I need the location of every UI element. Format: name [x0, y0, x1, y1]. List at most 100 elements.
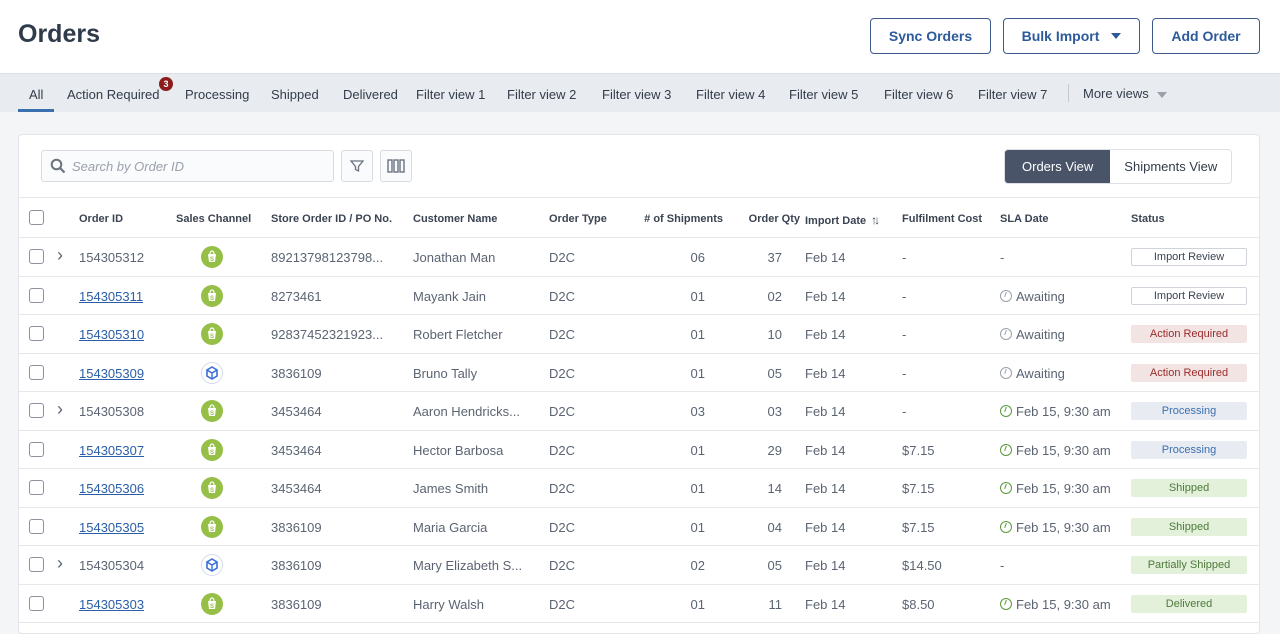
order-id[interactable]: 154305307: [79, 442, 145, 458]
sla-date: Feb 15, 9:30 am: [1000, 481, 1111, 496]
row-checkbox[interactable]: [29, 557, 44, 572]
fulfilment-cost: $7.15: [902, 442, 935, 458]
clock-icon: [1000, 482, 1012, 494]
svg-text:S: S: [210, 450, 214, 456]
view-tabs: More views All Action Required 3 Processing…: [0, 73, 1280, 112]
table-row[interactable]: › 154305312 S 89213798123798... Jonathan Man…: [19, 238, 1259, 277]
tab-filter-view-4[interactable]: Filter view 4: [696, 87, 766, 102]
order-id[interactable]: 154305303: [79, 596, 145, 612]
import-date: Feb 14: [805, 288, 846, 304]
table-row[interactable]: 154305310 S 92837452321923... Robert Fletch…: [19, 315, 1259, 354]
tab-filter-view-5[interactable]: Filter view 5: [789, 87, 859, 102]
table-row[interactable]: › 154305308 S 3453464 Aaron Hendricks... D2C 0…: [19, 392, 1259, 431]
import-date: Feb 14: [805, 519, 846, 535]
customer-name: Bruno Tally: [413, 365, 478, 381]
row-checkbox[interactable]: [29, 518, 44, 534]
sla-date: Feb 15, 9:30 am: [1000, 443, 1111, 458]
column-label: Order ID: [79, 213, 124, 225]
order-id[interactable]: 154305311: [79, 288, 144, 304]
svg-text:S: S: [210, 604, 214, 610]
view-toggle: Orders View Shipments View: [1004, 149, 1233, 184]
order-qty: 11: [768, 596, 783, 612]
row-checkbox[interactable]: [29, 595, 44, 611]
columns-button[interactable]: [380, 150, 412, 182]
table-row[interactable]: 154305303 S 3836109 Harry Walsh D2C 01 11 Feb 1…: [19, 585, 1259, 623]
row-checkbox[interactable]: [29, 249, 44, 264]
box-channel-icon: [201, 361, 223, 384]
store-order-id: 8273461: [271, 288, 322, 304]
row-checkbox[interactable]: [29, 326, 44, 341]
status-badge: Delivered: [1131, 594, 1247, 613]
column-header-import-date[interactable]: Import Date ↑↓: [805, 213, 880, 227]
order-id[interactable]: 154305310: [79, 327, 145, 342]
sla-text: Feb 15, 9:30 am: [1016, 596, 1111, 612]
table-row[interactable]: 154305307 S 3453464 Hector Barbosa D2C 01 29 Fe…: [19, 431, 1259, 469]
status-badge: Processing: [1131, 440, 1247, 459]
sync-orders-button[interactable]: Sync Orders: [870, 18, 991, 54]
table-row[interactable]: 154305305 S 3836109 Maria Garcia D2C 01 04 Feb …: [19, 508, 1259, 546]
row-checkbox[interactable]: [29, 287, 44, 303]
store-order-id: 3836109: [271, 365, 322, 381]
column-label: Status: [1131, 213, 1165, 225]
sla-text: Feb 15, 9:30 am: [1016, 481, 1111, 496]
sort-icon[interactable]: ↑↓: [871, 213, 880, 227]
search-input[interactable]: [72, 158, 312, 174]
sla-text: -: [1000, 250, 1005, 265]
shipments-view-button[interactable]: Shipments View: [1124, 159, 1218, 174]
orders-view-button[interactable]: Orders View: [1005, 150, 1111, 183]
sla-date: -: [1000, 558, 1004, 573]
row-checkbox[interactable]: [29, 364, 44, 380]
table-row[interactable]: › 154305304 3836109 Mary Elizabeth S... D2C 0…: [19, 546, 1259, 585]
add-order-button[interactable]: Add Order: [1152, 18, 1260, 54]
tab-processing[interactable]: Processing: [185, 87, 250, 102]
order-id[interactable]: 154305309: [79, 365, 145, 381]
column-label: Store Order ID / PO No.: [271, 213, 393, 225]
tab-filter-view-7[interactable]: Filter view 7: [978, 87, 1048, 102]
table-row[interactable]: 154305309 3836109 Bruno Tally D2C 01 05 Feb 14…: [19, 354, 1259, 392]
expand-row-chevron-icon[interactable]: ›: [57, 553, 63, 573]
tab-filter-view-3[interactable]: Filter view 3: [602, 87, 672, 102]
table-header: Order ID Sales Channel Store Order ID / PO…: [19, 197, 1259, 238]
tab-delivered[interactable]: Delivered: [343, 87, 398, 102]
row-checkbox[interactable]: [29, 441, 44, 457]
order-type: D2C: [549, 596, 576, 612]
table-row[interactable]: 154305311 S 8273461 Mayank Jain D2C 01 02 Feb 1…: [19, 277, 1259, 315]
store-order-id: 3836109: [271, 558, 322, 573]
column-header-store-order-id-po-no: Store Order ID / PO No.: [271, 213, 392, 225]
import-date: Feb 14: [805, 404, 846, 419]
tab-all[interactable]: All: [18, 87, 55, 112]
row-checkbox[interactable]: [29, 403, 44, 418]
order-id[interactable]: 154305305: [79, 519, 145, 535]
store-order-id: 89213798123798...: [271, 250, 384, 265]
fulfilment-cost: $14.50: [902, 558, 942, 573]
tab-action-required[interactable]: Action Required: [67, 87, 160, 102]
column-header-of-shipments: # of Shipments: [644, 213, 723, 225]
select-all-checkbox[interactable]: [29, 210, 44, 225]
shopify-icon: S: [201, 477, 223, 499]
search-box[interactable]: [41, 150, 334, 182]
clock-icon: [1000, 597, 1012, 610]
store-order-id: 3836109: [271, 519, 322, 535]
column-label: Import Date: [805, 215, 867, 227]
expand-row-chevron-icon[interactable]: ›: [57, 399, 63, 419]
tab-filter-view-2[interactable]: Filter view 2: [507, 87, 577, 102]
tab-shipped[interactable]: Shipped: [271, 87, 319, 102]
order-qty: 02: [767, 288, 782, 304]
table-row[interactable]: 154305306 S 3453464 James Smith D2C 01 14 Feb 1…: [19, 469, 1259, 508]
sla-date: Awaiting: [1000, 327, 1065, 342]
order-type: D2C: [549, 250, 576, 265]
expand-row-chevron-icon[interactable]: ›: [57, 245, 63, 265]
order-id[interactable]: 154305306: [79, 481, 145, 496]
tab-filter-view-6[interactable]: Filter view 6: [884, 87, 954, 102]
caret-down-icon: [1111, 33, 1122, 39]
more-views-dropdown[interactable]: More views: [1083, 86, 1167, 101]
bulk-import-button[interactable]: Bulk Import: [1003, 18, 1140, 54]
column-header-order-id: Order ID: [79, 213, 123, 225]
order-type: D2C: [549, 481, 576, 496]
svg-text:S: S: [210, 411, 214, 417]
sla-date: Feb 15, 9:30 am: [1000, 520, 1111, 535]
filter-button[interactable]: [341, 150, 373, 182]
import-date: Feb 14: [805, 442, 846, 458]
row-checkbox[interactable]: [29, 480, 44, 495]
tab-filter-view-1[interactable]: Filter view 1: [416, 87, 486, 102]
